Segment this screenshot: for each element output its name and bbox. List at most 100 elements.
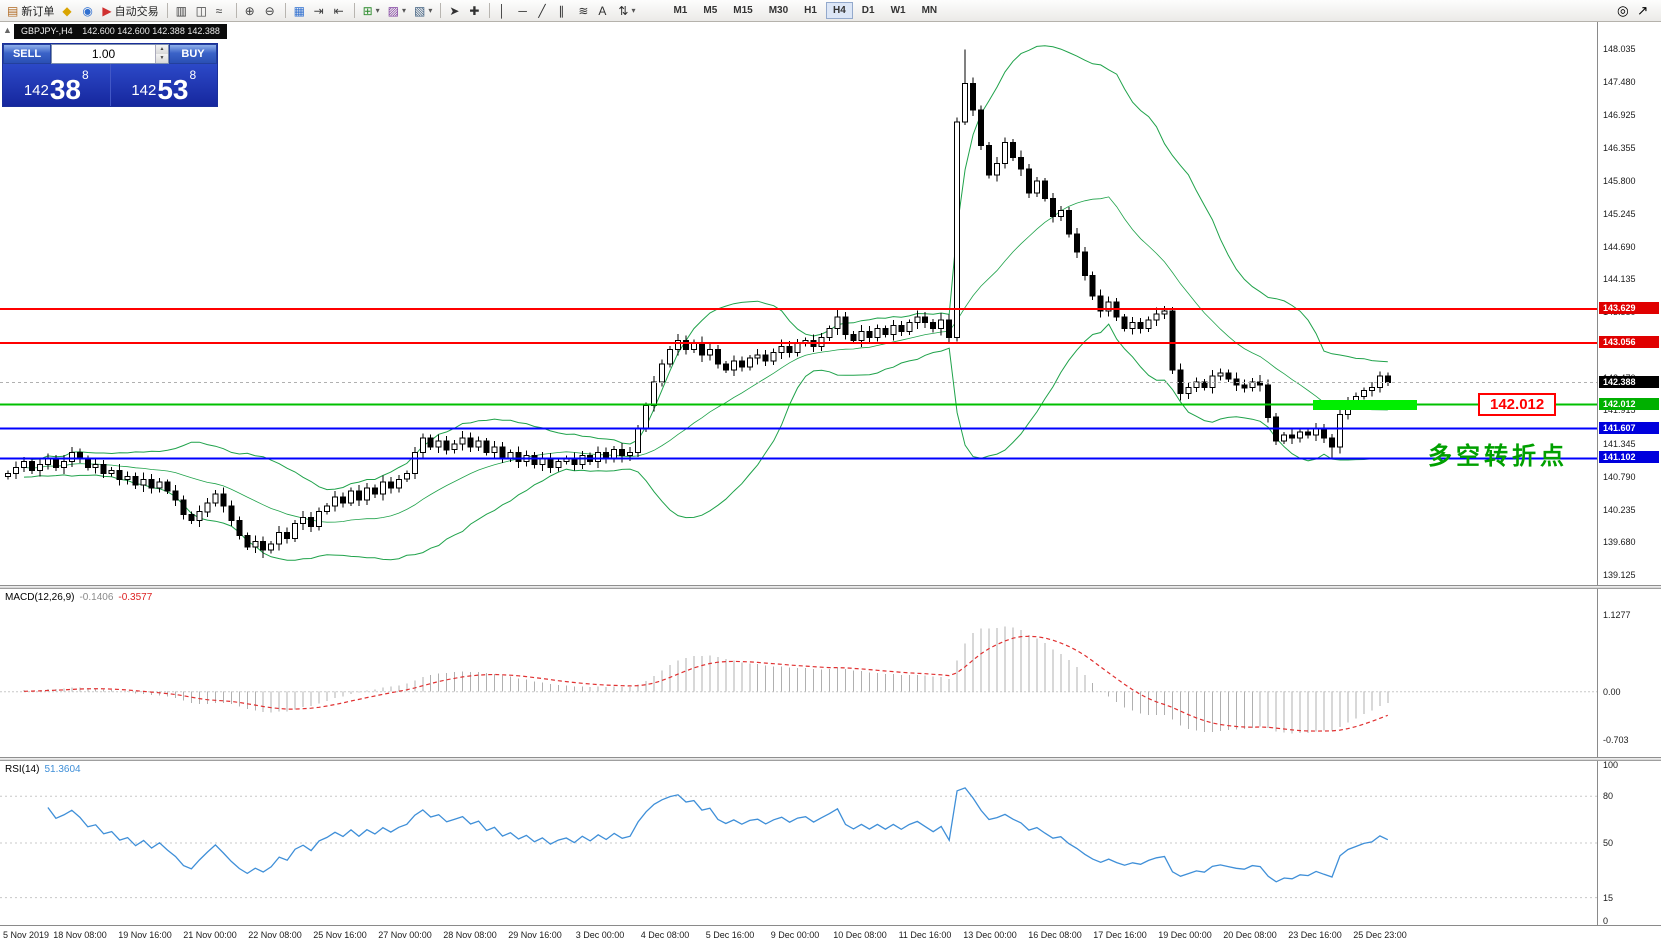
price-annotation-box[interactable]: 142.012	[1478, 392, 1557, 416]
time-axis-label: 3 Dec 00:00	[575, 930, 625, 940]
auto-scroll-button[interactable]: ⇥	[310, 1, 330, 20]
volume-decrease-button[interactable]: ▼	[156, 54, 168, 63]
candle-body	[363, 487, 370, 501]
volume-increase-button[interactable]: ▲	[156, 45, 168, 54]
candle-body	[1033, 180, 1040, 194]
resistance-line-1-tag: 143.629	[1599, 302, 1659, 315]
candle-body	[579, 455, 586, 466]
candle-body	[108, 469, 115, 474]
main-chart[interactable]	[0, 22, 1597, 585]
candle-body	[475, 440, 482, 448]
time-axis-label: 4 Dec 08:00	[640, 930, 690, 940]
timeframe-d1-button[interactable]: D1	[855, 2, 882, 19]
candle-body	[914, 316, 921, 324]
tile-windows-button[interactable]: ▦	[290, 1, 310, 20]
bar-chart-button[interactable]: ▥	[172, 1, 192, 20]
zoom-out-button[interactable]: ⊖	[261, 1, 281, 20]
sell-button[interactable]: SELL	[3, 44, 51, 64]
timeframe-m5-button[interactable]: M5	[696, 2, 724, 19]
rsi-panel[interactable]	[0, 761, 1597, 925]
search-icon-button[interactable]: ◎	[1613, 1, 1633, 20]
text-button[interactable]: A	[594, 1, 614, 20]
cursor-button[interactable]: ➤	[445, 1, 465, 20]
autotrading-button-label: 自动交易	[114, 5, 159, 18]
candle-body	[866, 331, 873, 339]
price-tick: 146.925	[1603, 109, 1636, 120]
price-tick: 145.245	[1603, 208, 1636, 219]
candle-body	[1097, 295, 1104, 312]
zoom-in-button[interactable]: ⊕	[241, 1, 261, 20]
candle-body	[1177, 369, 1184, 395]
panel-splitter[interactable]	[0, 585, 1661, 589]
fibonacci-button[interactable]: ≋	[574, 1, 594, 20]
candle-body	[754, 354, 761, 359]
volume-input[interactable]	[52, 45, 155, 63]
fibonacci-icon: ≋	[578, 3, 589, 18]
candle-body	[1225, 372, 1232, 380]
candle-body	[794, 342, 801, 353]
candle-body	[1384, 375, 1391, 383]
candle-body	[124, 475, 131, 480]
candle-body	[1137, 322, 1144, 330]
candle-body	[706, 348, 713, 356]
templates-button[interactable]: ▨ ▾	[384, 1, 410, 20]
price-tick: 147.480	[1603, 76, 1636, 87]
time-axis-label: 11 Dec 16:00	[898, 930, 952, 940]
horizontal-line-button[interactable]: ─	[514, 1, 534, 20]
chart-shift-button[interactable]: ⇤	[330, 1, 350, 20]
timeframe-m30-button[interactable]: M30	[762, 2, 795, 19]
candle-body	[332, 496, 338, 507]
price-tick: 146.355	[1603, 143, 1636, 154]
candle-body	[1105, 301, 1112, 312]
vertical-line-button[interactable]: │	[494, 1, 514, 20]
arrows-icon: ⇅	[618, 3, 629, 18]
bollinger-lower-band	[23, 323, 1388, 561]
line-chart-button[interactable]: ≈	[212, 1, 232, 20]
buy-button[interactable]: BUY	[169, 44, 217, 64]
candle-body	[172, 490, 179, 501]
data-window-button[interactable]: ↗	[1633, 1, 1653, 20]
chevron-down-icon: ▾	[631, 6, 636, 15]
candle-body	[236, 520, 243, 536]
time-axis-label: 18 Nov 08:00	[53, 930, 107, 940]
macd-panel[interactable]	[0, 589, 1597, 757]
vertical-line-icon: │	[498, 3, 506, 18]
collapse-one-click-icon[interactable]: ▲	[3, 25, 12, 35]
time-axis-label: 23 Dec 16:00	[1288, 930, 1342, 940]
candle-body	[148, 478, 155, 489]
new-order-button[interactable]: ▤ 新订单	[3, 1, 58, 20]
autotrading-button[interactable]: ▶ 自动交易	[98, 1, 162, 20]
timeframe-h4-button[interactable]: H4	[825, 2, 853, 19]
trendline-button[interactable]: ╱	[534, 1, 554, 20]
candle-body	[555, 461, 562, 468]
indicators-button[interactable]: ⊞ ▾	[359, 1, 384, 20]
timeframe-m1-button[interactable]: M1	[666, 2, 694, 19]
objects-button[interactable]: ▧ ▾	[410, 1, 436, 20]
market-watch-button[interactable]: ◉	[78, 1, 98, 20]
timeframe-h1-button[interactable]: H1	[797, 2, 824, 19]
text-icon: A	[598, 3, 607, 18]
candle-body	[467, 437, 474, 448]
turning-point-annotation[interactable]: 多空转折点	[1428, 443, 1568, 470]
timeframe-m15-button[interactable]: M15	[726, 2, 759, 19]
candle-body	[1297, 431, 1304, 439]
candle-body	[308, 517, 315, 528]
channel-button[interactable]: ∥	[554, 1, 574, 20]
toolbar-separator	[235, 3, 237, 18]
candle-body	[379, 481, 386, 495]
candle-body	[52, 458, 59, 469]
chevron-down-icon: ▾	[375, 6, 380, 15]
sell-price[interactable]: 142 38 8	[3, 64, 111, 106]
timeframe-w1-button[interactable]: W1	[884, 2, 913, 19]
candle-body	[651, 381, 658, 406]
candle-body	[228, 505, 235, 522]
metaeditor-button[interactable]: ◆	[58, 1, 78, 20]
highlight-bar-object[interactable]	[1313, 399, 1417, 410]
timeframe-mn-button[interactable]: MN	[915, 2, 945, 19]
arrows-button[interactable]: ⇅ ▾	[614, 1, 639, 20]
buy-price[interactable]: 142 53 8	[131, 68, 197, 105]
candlestick-chart-button[interactable]: ◫	[192, 1, 212, 20]
crosshair-button[interactable]: ✚	[465, 1, 485, 20]
panel-splitter[interactable]	[0, 757, 1661, 761]
